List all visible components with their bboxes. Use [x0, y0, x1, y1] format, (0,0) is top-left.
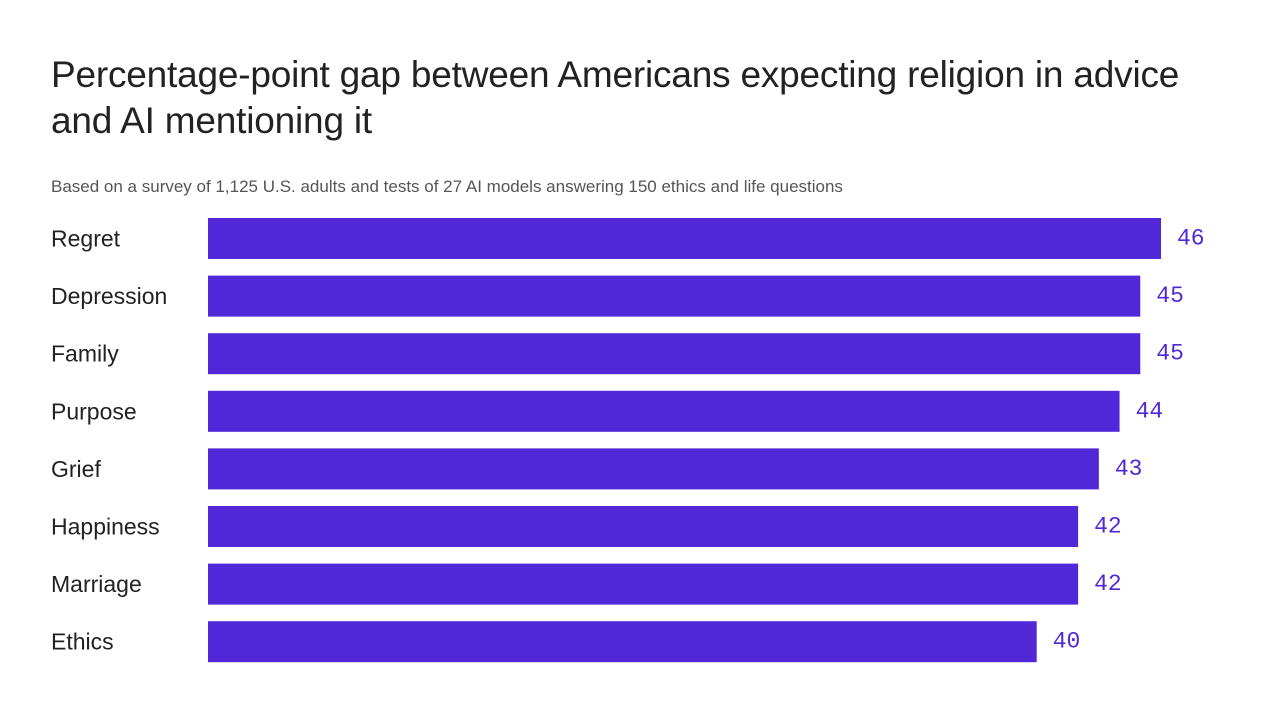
value-label: 43 [1115, 456, 1143, 482]
bar [208, 448, 1099, 490]
category-label: Grief [51, 456, 101, 482]
bar [208, 218, 1161, 259]
category-label: Depression [51, 283, 167, 309]
chart-subtitle: Based on a survey of 1,125 U.S. adults a… [51, 177, 843, 196]
value-label: 42 [1094, 571, 1122, 597]
value-label: 42 [1094, 514, 1122, 540]
category-label: Family [51, 341, 119, 367]
value-label: 44 [1136, 398, 1164, 424]
bar [208, 506, 1079, 547]
value-label: 40 [1053, 629, 1081, 655]
category-label: Marriage [51, 571, 142, 597]
bar [208, 563, 1079, 605]
category-label: Happiness [51, 514, 160, 540]
bar [208, 390, 1120, 432]
bar [208, 333, 1141, 375]
category-label: Purpose [51, 398, 137, 424]
value-label: 46 [1177, 226, 1205, 252]
value-label: 45 [1156, 341, 1184, 367]
category-label: Ethics [51, 629, 114, 655]
bar [208, 275, 1141, 317]
value-label: 45 [1156, 283, 1184, 309]
category-label: Regret [51, 226, 121, 252]
bar [208, 621, 1037, 663]
chart-title: Percentage-point gap between Americans e… [51, 54, 1180, 141]
